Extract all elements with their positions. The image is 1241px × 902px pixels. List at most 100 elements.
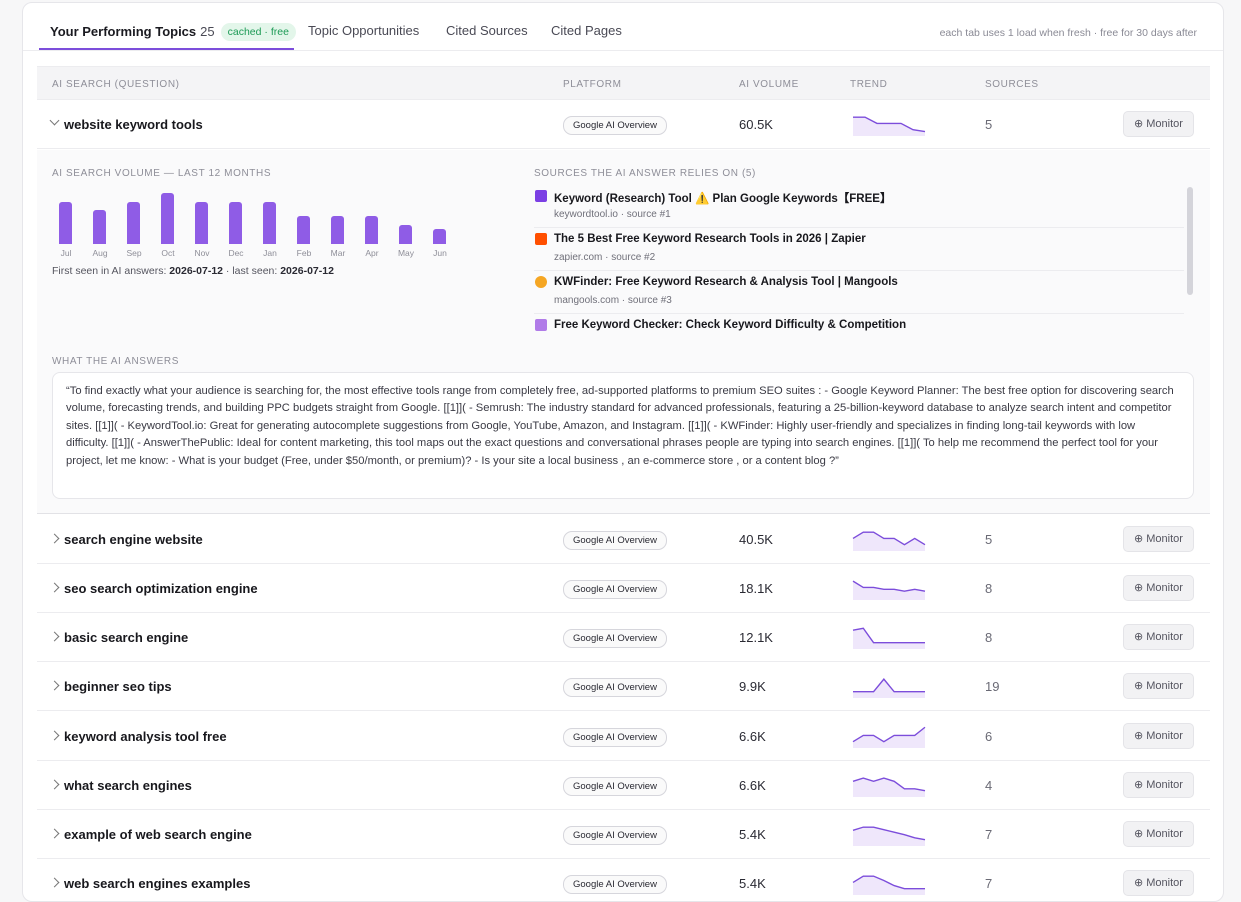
trend-area bbox=[853, 532, 925, 551]
trend-sparkline bbox=[853, 678, 925, 698]
platform-badge: Google AI Overview bbox=[563, 826, 667, 845]
chevron-right-icon[interactable] bbox=[49, 582, 60, 593]
plus-circle-icon: ⊕ bbox=[1134, 730, 1144, 742]
volume-chart-heading: AI SEARCH VOLUME — LAST 12 MONTHS bbox=[52, 168, 272, 179]
chevron-right-icon[interactable] bbox=[49, 680, 60, 691]
keyword-label[interactable]: what search engines bbox=[64, 778, 192, 793]
trend-area bbox=[853, 727, 925, 748]
trend-line bbox=[852, 777, 926, 792]
trend-line bbox=[852, 726, 926, 743]
chevron-right-icon[interactable] bbox=[49, 779, 60, 790]
platform-badge: Google AI Overview bbox=[563, 875, 667, 894]
expanded-topic-detail: AI SEARCH VOLUME — LAST 12 MONTHS Jul Aug… bbox=[37, 150, 1210, 514]
keyword-label[interactable]: keyword analysis tool free bbox=[64, 729, 227, 744]
table-row[interactable]: example of web search engine Google AI Ov… bbox=[37, 810, 1210, 859]
ai-answer-heading: WHAT THE AI ANSWERS bbox=[52, 356, 179, 367]
ai-volume-value: 6.6K bbox=[739, 729, 766, 744]
volume-bar bbox=[93, 210, 106, 244]
keyword-label[interactable]: basic search engine bbox=[64, 630, 189, 645]
cached-free-badge: cached · free bbox=[220, 23, 296, 41]
monitor-button[interactable]: ⊕ Monitor bbox=[1123, 575, 1194, 601]
zapier-icon bbox=[535, 233, 547, 245]
source-title[interactable]: The 5 Best Free Keyword Research Tools i… bbox=[554, 233, 866, 245]
monitor-button[interactable]: ⊕ Monitor bbox=[1123, 526, 1194, 552]
table-row[interactable]: basic search engine Google AI Overview 12.… bbox=[37, 613, 1210, 662]
ai-volume-value: 9.9K bbox=[739, 679, 766, 694]
source-item[interactable]: Keyword (Research) Tool ⚠️ Plan Google K… bbox=[534, 185, 1184, 228]
volume-bar bbox=[297, 216, 310, 244]
platform-badge: Google AI Overview bbox=[563, 728, 667, 747]
tab-cited-pages[interactable]: Cited Pages bbox=[551, 23, 622, 38]
plus-circle-icon: ⊕ bbox=[1134, 828, 1144, 840]
monitor-button[interactable]: ⊕ Monitor bbox=[1123, 723, 1194, 749]
keyword-label[interactable]: beginner seo tips bbox=[64, 679, 172, 694]
month-label: Jan bbox=[263, 248, 277, 258]
chevron-right-icon[interactable] bbox=[49, 730, 60, 741]
keyword-label[interactable]: website keyword tools bbox=[64, 117, 203, 132]
trend-area bbox=[853, 628, 925, 649]
source-item[interactable]: The 5 Best Free Keyword Research Tools i… bbox=[534, 228, 1184, 271]
chevron-right-icon[interactable] bbox=[49, 828, 60, 839]
monitor-button[interactable]: ⊕ Monitor bbox=[1123, 772, 1194, 798]
keyword-label[interactable]: seo search optimization engine bbox=[64, 581, 258, 596]
ai-volume-value: 5.4K bbox=[739, 827, 766, 842]
trend-sparkline bbox=[852, 875, 925, 895]
plus-circle-icon: ⊕ bbox=[1134, 533, 1144, 545]
monitor-button[interactable]: ⊕ Monitor bbox=[1123, 624, 1194, 650]
last-seen-date: 2026-07-12 bbox=[280, 265, 334, 277]
ai-volume-value: 40.5K bbox=[739, 532, 773, 547]
chevron-right-icon[interactable] bbox=[49, 533, 60, 544]
sources-count: 6 bbox=[985, 729, 993, 744]
chevron-right-icon[interactable] bbox=[49, 877, 60, 888]
sources-count: 7 bbox=[985, 827, 993, 842]
platform-badge: Google AI Overview bbox=[563, 777, 667, 796]
tab-performing-label: Your Performing Topics bbox=[50, 24, 197, 39]
source-item[interactable]: KWFinder: Free Keyword Research & Analys… bbox=[534, 271, 1184, 314]
volume-bar bbox=[331, 216, 344, 244]
header-ai-volume: AI VOLUME bbox=[739, 79, 799, 90]
trend-line bbox=[853, 678, 925, 693]
keyword-label[interactable]: example of web search engine bbox=[64, 827, 252, 842]
table-row[interactable]: search engine website Google AI Overview 4… bbox=[37, 515, 1210, 564]
volume-bar bbox=[59, 202, 72, 244]
sources-list[interactable]: Keyword (Research) Tool ⚠️ Plan Google K… bbox=[534, 185, 1186, 335]
monitor-label: Monitor bbox=[1146, 779, 1183, 791]
seen-mid: · last seen: bbox=[223, 265, 281, 277]
source-item[interactable]: Free Keyword Checker: Check Keyword Diff… bbox=[534, 314, 1184, 335]
table-row[interactable]: keyword analysis tool free Google AI Over… bbox=[37, 712, 1210, 761]
table-row[interactable]: seo search optimization engine Google AI … bbox=[37, 564, 1210, 613]
keyword-label[interactable]: search engine website bbox=[64, 532, 203, 547]
sources-scrollbar[interactable] bbox=[1187, 187, 1193, 295]
tab-topic-opportunities[interactable]: Topic Opportunities bbox=[308, 23, 420, 38]
monitor-button[interactable]: ⊕ Monitor bbox=[1123, 111, 1194, 137]
table-row[interactable]: website keyword tools Google AI Overview 6… bbox=[37, 100, 1210, 149]
source-title[interactable]: KWFinder: Free Keyword Research & Analys… bbox=[554, 276, 898, 288]
table-row[interactable]: what search engines Google AI Overview 6.6… bbox=[37, 761, 1210, 810]
chevron-right-icon[interactable] bbox=[49, 631, 60, 642]
monitor-button[interactable]: ⊕ Monitor bbox=[1123, 673, 1194, 699]
chevron-down-icon[interactable] bbox=[49, 115, 60, 126]
plus-circle-icon: ⊕ bbox=[1134, 582, 1144, 594]
monitor-button[interactable]: ⊕ Monitor bbox=[1123, 870, 1194, 896]
month-label: Jun bbox=[433, 248, 447, 258]
source-title[interactable]: Keyword (Research) Tool ⚠️ Plan Google K… bbox=[554, 193, 892, 205]
plus-circle-icon: ⊕ bbox=[1134, 877, 1144, 889]
plus-circle-icon: ⊕ bbox=[1134, 118, 1144, 130]
source-title[interactable]: Free Keyword Checker: Check Keyword Diff… bbox=[554, 319, 907, 331]
trend-sparkline bbox=[852, 531, 926, 551]
ai-volume-value: 6.6K bbox=[739, 778, 766, 793]
table-row[interactable]: beginner seo tips Google AI Overview 9.9K 1… bbox=[37, 662, 1210, 711]
platform-badge: Google AI Overview bbox=[563, 116, 667, 135]
monitor-button[interactable]: ⊕ Monitor bbox=[1123, 821, 1194, 847]
volume-bar bbox=[433, 229, 446, 244]
month-label: Nov bbox=[194, 248, 210, 258]
monitor-label: Monitor bbox=[1146, 828, 1183, 840]
trend-sparkline bbox=[852, 726, 926, 748]
table-row[interactable]: web search engines examples Google AI Ove… bbox=[37, 859, 1210, 901]
header-platform: PLATFORM bbox=[563, 79, 622, 90]
platform-badge: Google AI Overview bbox=[563, 531, 667, 550]
keywordtool-icon bbox=[535, 190, 547, 202]
tab-cited-sources[interactable]: Cited Sources bbox=[446, 23, 528, 38]
monitor-label: Monitor bbox=[1146, 533, 1183, 545]
tab-performing-topics[interactable]: Your Performing Topics 25 cached · free bbox=[50, 23, 296, 41]
